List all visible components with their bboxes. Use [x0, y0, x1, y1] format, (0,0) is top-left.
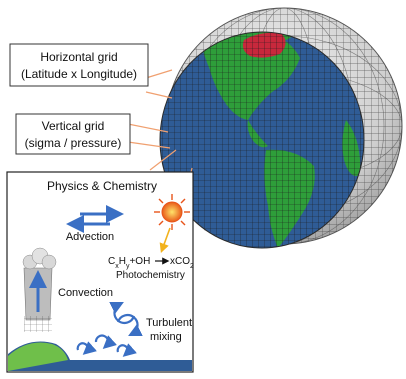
- turbulent-label-line1: Turbulent: [146, 317, 192, 329]
- sun-icon: [154, 194, 190, 230]
- physics-chemistry-panel: Physics & Chemistry Advection CxHy+OH: [6, 171, 194, 373]
- turbulent-label-line2: mixing: [150, 331, 182, 343]
- callout-subtitle: (Latitude x Longitude): [21, 67, 137, 81]
- callout-connector: [145, 69, 173, 99]
- reaction-product: xCO2: [170, 256, 194, 270]
- callout-box: [15, 113, 131, 155]
- advection-label: Advection: [66, 231, 114, 243]
- callout-connector: [127, 123, 171, 149]
- earth-surface: [159, 31, 365, 249]
- reaction-equation: CxHy+OH: [108, 256, 150, 270]
- land-hill: [8, 342, 68, 371]
- turbulent-eddies: [76, 302, 143, 357]
- sunlight-arrow: [159, 227, 171, 254]
- convection-label: Convection: [58, 287, 113, 299]
- vertical-grid-callout: Vertical grid (sigma / pressure): [15, 113, 171, 155]
- advection-arrows: [66, 205, 124, 233]
- panel-title: Physics & Chemistry: [47, 179, 157, 193]
- callout-title: Vertical grid: [42, 119, 105, 133]
- photochemistry-label: Photochemistry: [116, 270, 185, 281]
- horizontal-grid-callout: Horizontal grid (Latitude x Longitude): [9, 43, 173, 99]
- callout-title: Horizontal grid: [40, 50, 117, 64]
- globe: [159, 7, 403, 249]
- callout-box: [9, 43, 149, 87]
- callout-subtitle: (sigma / pressure): [25, 136, 122, 150]
- convection-column: [22, 247, 57, 332]
